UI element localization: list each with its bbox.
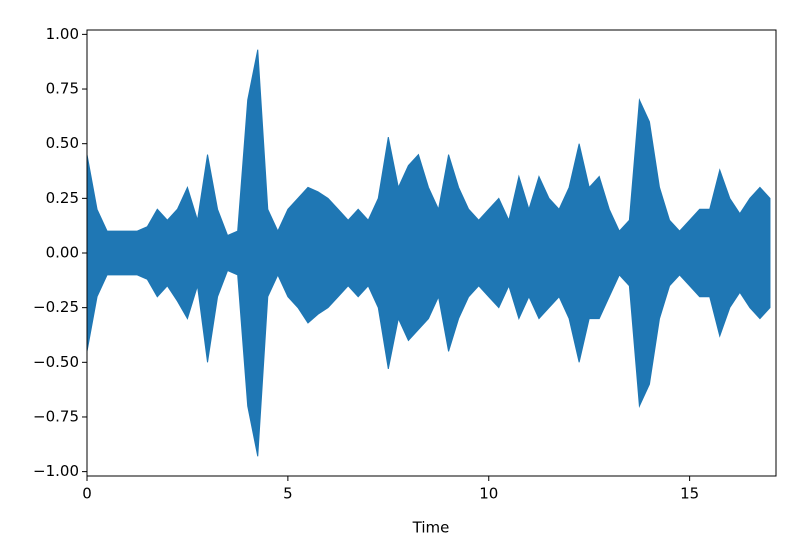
waveform <box>86 49 771 254</box>
x-tick-label: 0 <box>82 485 92 503</box>
y-tick-label: −0.75 <box>33 407 79 425</box>
y-tick-label: 0.25 <box>46 189 79 207</box>
y-tick-label: −1.00 <box>33 462 79 480</box>
y-tick-label: 0.50 <box>46 134 79 152</box>
x-tick-label: 15 <box>680 485 699 503</box>
y-tick-label: 1.00 <box>46 25 79 43</box>
waveform <box>86 252 771 457</box>
y-tick-label: −0.25 <box>33 298 79 316</box>
x-tick-label: 10 <box>479 485 498 503</box>
x-axis-label: Time <box>412 519 450 537</box>
y-tick-label: 0.75 <box>46 80 79 98</box>
y-tick-label: −0.50 <box>33 353 79 371</box>
x-tick-label: 5 <box>283 485 293 503</box>
y-tick-label: 0.00 <box>46 244 79 262</box>
